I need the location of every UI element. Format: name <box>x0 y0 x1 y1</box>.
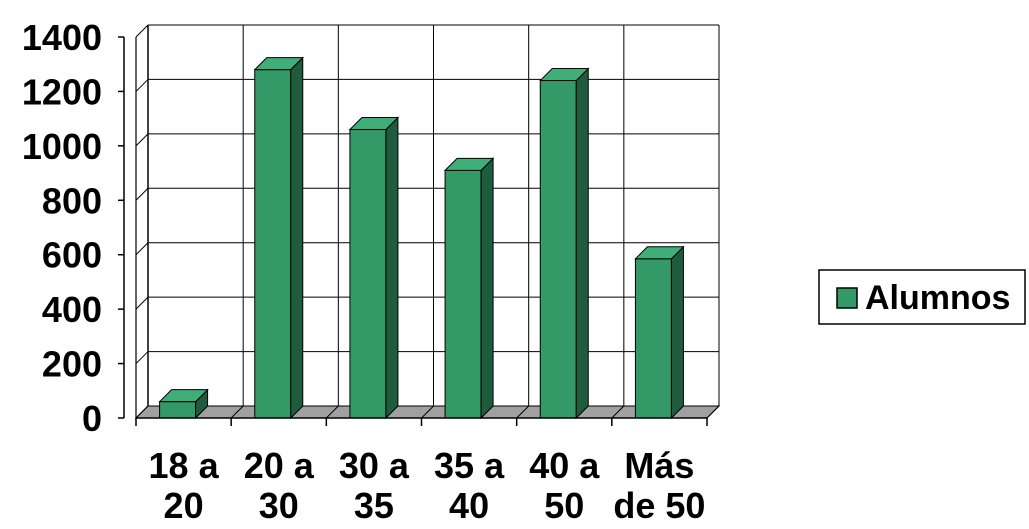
bar-top <box>253 57 304 71</box>
bar-side <box>480 157 494 420</box>
gridline-side <box>135 296 149 310</box>
gridline-side <box>135 351 149 364</box>
bar-front <box>539 80 577 419</box>
x-tick-label: 40 a <box>529 445 600 486</box>
y-tick-label: 0 <box>82 398 102 439</box>
bar-front <box>634 258 672 419</box>
bar-front <box>159 401 197 419</box>
bar-top <box>634 246 685 260</box>
x-tick-label: 30 <box>259 485 299 526</box>
y-tick-label: 200 <box>42 344 102 385</box>
bar-top <box>348 117 400 131</box>
floor-divider <box>421 405 434 419</box>
bar <box>348 116 400 420</box>
x-tick-label: 20 a <box>244 445 315 486</box>
gridline-side <box>135 242 149 256</box>
y-tick-label: 1200 <box>22 71 102 112</box>
bar-top <box>158 389 209 403</box>
bar <box>539 67 590 420</box>
bar <box>634 245 685 420</box>
legend-label: Alumnos <box>865 279 1010 317</box>
x-tick-label: 30 a <box>339 445 410 486</box>
bar <box>158 388 209 420</box>
x-tick-label: 18 a <box>149 445 220 486</box>
y-tick-label: 800 <box>42 180 102 221</box>
gridlines <box>135 24 720 419</box>
gridline-side <box>135 79 149 92</box>
bar-side <box>670 245 684 420</box>
bar <box>443 157 495 420</box>
x-tick-label: 35 <box>354 485 394 526</box>
x-tick-label: 20 <box>164 485 204 526</box>
gridline-side <box>135 133 149 147</box>
bars <box>158 56 685 420</box>
chart-floor <box>134 405 721 419</box>
axes <box>118 25 708 426</box>
bar-front <box>254 69 292 419</box>
legend-swatch <box>836 287 858 309</box>
floor-divider <box>516 405 530 419</box>
floor-divider <box>325 405 339 419</box>
x-tick-label: 35 a <box>434 445 505 486</box>
x-tick-label: 40 <box>449 485 489 526</box>
floor-divider <box>230 405 244 419</box>
x-tick-label: de 50 <box>613 485 705 526</box>
x-tick-label: Más <box>624 445 694 486</box>
bar-side <box>575 67 589 420</box>
legend: Alumnos <box>818 269 1026 325</box>
y-axis-tick-labels: 0 200 400 600 800 1000 1200 1400 <box>22 17 102 439</box>
floor-divider <box>135 405 149 419</box>
gridline-side <box>135 187 149 201</box>
x-tick-label: 50 <box>544 485 584 526</box>
floor-divider <box>706 405 720 419</box>
gridline-side <box>135 24 149 38</box>
bar <box>253 56 304 420</box>
y-tick-label: 1400 <box>22 17 102 58</box>
floor-divider <box>611 405 625 419</box>
bar-front <box>444 169 482 419</box>
bar-top <box>443 157 495 171</box>
bar-front <box>349 129 387 419</box>
bar-side <box>385 116 399 420</box>
bar-top <box>539 68 590 82</box>
y-tick-label: 1000 <box>22 126 102 167</box>
y-tick-label: 600 <box>42 235 102 276</box>
y-tick-label: 400 <box>42 289 102 330</box>
bar-side <box>290 56 304 420</box>
